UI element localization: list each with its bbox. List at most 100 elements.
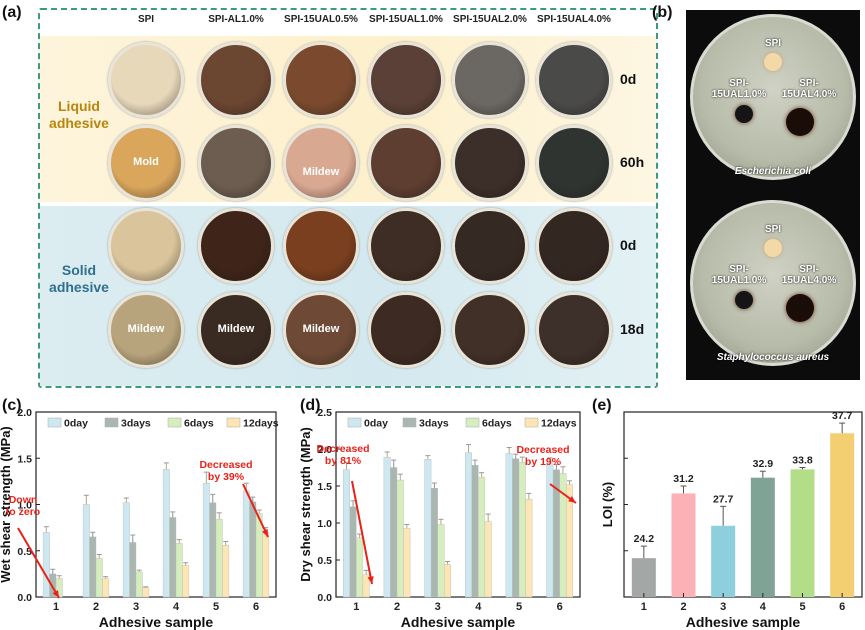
annotation-text: Decreased by 39% [199, 459, 252, 483]
time-label: 0d [620, 237, 637, 253]
bar [671, 493, 696, 597]
petri-dish [283, 292, 359, 368]
x-tick-label: 2 [93, 601, 99, 613]
petri-dish [283, 125, 359, 201]
legend-swatch [104, 417, 119, 428]
bar [356, 537, 364, 598]
bar [215, 519, 223, 598]
annotation-text: Decreased by 19% [516, 444, 569, 468]
petri-dish [452, 208, 528, 284]
column-header: SPI-AL1.0% [208, 14, 264, 25]
liquid-adhesive-label: Liquid adhesive [49, 98, 109, 131]
arrow-head [568, 496, 576, 503]
petri-dish [198, 42, 274, 118]
legend-label: 12days [541, 418, 577, 430]
petri-dish [368, 42, 444, 118]
bar [249, 501, 257, 598]
bar [242, 490, 250, 598]
x-tick-label: 3 [133, 601, 139, 613]
x-tick-label: 1 [53, 601, 59, 613]
petri-dish [283, 42, 359, 118]
x-tick-label: 3 [720, 601, 726, 613]
x-axis-title: Adhesive sample [686, 614, 801, 630]
bar [95, 557, 103, 598]
dish-annotation: Mildew [302, 323, 340, 335]
sample-spot [735, 291, 753, 309]
sample-spot [735, 105, 753, 123]
x-tick-label: 4 [760, 601, 767, 613]
legend-label: 3days [121, 418, 151, 430]
petri-dish [536, 42, 612, 118]
annotation-text: Decreased by 81% [316, 443, 369, 467]
bar [471, 465, 479, 598]
bar [182, 565, 190, 598]
column-header: SPI-15UAL1.0% [369, 14, 443, 25]
bar [518, 462, 526, 598]
bar [122, 502, 130, 598]
column-header: SPI [137, 14, 155, 25]
bar [129, 542, 137, 598]
x-tick-label: 2 [394, 601, 400, 613]
bar [162, 469, 170, 598]
bar [525, 499, 533, 598]
petri-dish [368, 292, 444, 368]
arrow-head [367, 576, 374, 584]
bar [169, 517, 177, 598]
bar [711, 525, 736, 597]
y-tick-label: 2.0 [17, 407, 32, 419]
bar [478, 476, 486, 598]
bar [89, 536, 97, 598]
legend-label: 0day [64, 418, 88, 430]
agar-plate [690, 200, 856, 366]
y-tick-label: 2.0 [317, 444, 332, 456]
panel-label: (d) [300, 397, 320, 414]
x-tick-label: 2 [680, 601, 686, 613]
petri-dish [198, 125, 274, 201]
bar [383, 456, 391, 598]
data-label: 33.8 [792, 455, 813, 467]
data-label: 32.9 [753, 458, 774, 470]
x-axis-title: Adhesive sample [99, 614, 214, 630]
x-axis-title: Adhesive sample [401, 614, 516, 630]
bar [750, 477, 775, 597]
x-tick-label: 5 [213, 601, 219, 613]
sample-spot [786, 108, 814, 136]
bar [42, 532, 50, 598]
data-label: 31.2 [673, 473, 694, 485]
bar [437, 524, 445, 598]
x-tick-label: 1 [641, 601, 647, 613]
legend-swatch [524, 417, 539, 428]
petri-dish [452, 125, 528, 201]
petri-dish [198, 208, 274, 284]
bar [512, 458, 520, 598]
bar [390, 467, 398, 598]
annotation-arrow [351, 480, 373, 585]
bar [484, 521, 492, 598]
x-tick-label: 6 [557, 601, 563, 613]
dish-annotation: Mold [133, 156, 159, 168]
plate-sample-label: SPI- 15UAL1.0% [711, 264, 767, 286]
legend-swatch [47, 417, 62, 428]
bar [830, 433, 855, 597]
petri-dish [283, 208, 359, 284]
plate-sample-label: SPI- 15UAL1.0% [711, 78, 767, 100]
bar [202, 483, 210, 598]
bar [403, 527, 411, 598]
y-tick-label: 0.0 [317, 592, 332, 604]
x-tick-label: 6 [839, 601, 845, 613]
x-tick-label: 4 [173, 601, 180, 613]
x-tick-label: 5 [516, 601, 522, 613]
time-label: 60h [620, 154, 645, 170]
data-label: 24.2 [634, 533, 655, 545]
agar-plate [690, 14, 856, 180]
annotation-text: Down to zero [6, 494, 40, 518]
annotation-arrow [242, 483, 269, 538]
bar [444, 564, 451, 598]
bar [790, 469, 815, 597]
x-tick-label: 1 [353, 601, 359, 613]
petri-dish [536, 208, 612, 284]
plate-caption: Escherichia coli [734, 166, 812, 177]
petri-dish [108, 292, 184, 368]
data-label: 37.7 [832, 410, 853, 422]
bar [424, 459, 432, 598]
